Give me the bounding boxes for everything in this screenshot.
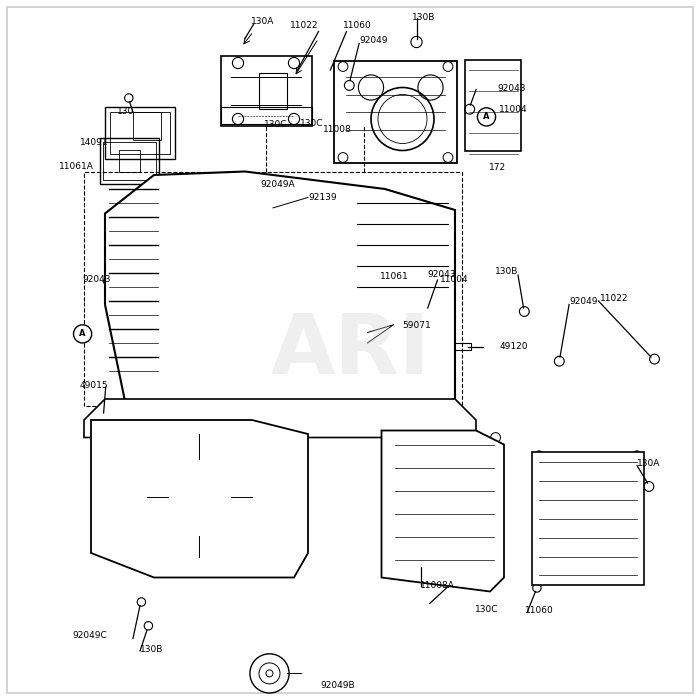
Text: 11008A: 11008A [420,582,455,590]
Text: 130A: 130A [251,17,274,25]
Text: 92043: 92043 [497,85,526,93]
Bar [99,139,159,183]
Text: 11022: 11022 [600,295,629,303]
Polygon shape [105,172,455,427]
Text: 130C: 130C [300,120,323,128]
Text: 49120: 49120 [499,342,528,351]
Bar [370,316,414,335]
Bar [119,150,140,172]
Text: 11004: 11004 [499,106,528,114]
Text: 130A: 130A [637,459,660,468]
Circle shape [74,325,92,343]
Bar [104,141,155,180]
Text: 130B: 130B [412,13,435,22]
Text: 11060: 11060 [343,22,372,30]
Text: 92049: 92049 [359,36,388,45]
Bar [334,62,456,163]
Text: 172: 172 [489,164,505,172]
Polygon shape [532,452,644,584]
Text: A: A [79,330,86,338]
Polygon shape [91,420,308,578]
Text: 92049A: 92049A [260,180,295,188]
Text: 11004: 11004 [440,276,468,284]
Text: 11061: 11061 [380,272,409,281]
Text: 130C: 130C [263,120,287,129]
Circle shape [411,36,422,48]
Text: 92139: 92139 [308,193,337,202]
Polygon shape [382,430,504,592]
Text: 92049: 92049 [569,297,598,305]
Text: A: A [483,113,490,121]
Text: 130B: 130B [495,267,518,276]
Bar [220,106,312,125]
Text: 92049B: 92049B [321,681,355,690]
Text: ARI: ARI [270,309,430,391]
Text: 130B: 130B [140,645,163,654]
Text: 92043: 92043 [427,270,456,279]
Text: 11060: 11060 [525,606,554,615]
Bar [111,112,169,154]
Bar [105,106,175,160]
Text: 11008: 11008 [323,125,351,134]
Bar [466,60,522,150]
Text: 130C: 130C [475,605,498,613]
Circle shape [477,108,496,126]
Bar [133,112,161,140]
Text: 49015: 49015 [79,382,108,390]
Text: 130: 130 [117,107,134,116]
Bar [220,56,312,126]
Text: 92043: 92043 [82,276,111,284]
Text: 11022: 11022 [290,22,319,30]
Bar [259,74,287,108]
Text: 92049C: 92049C [72,631,107,640]
Polygon shape [84,399,476,438]
Text: 11061A: 11061A [59,162,94,171]
Bar [454,343,471,350]
Text: 59071: 59071 [402,321,431,330]
Text: 14091: 14091 [80,138,108,146]
